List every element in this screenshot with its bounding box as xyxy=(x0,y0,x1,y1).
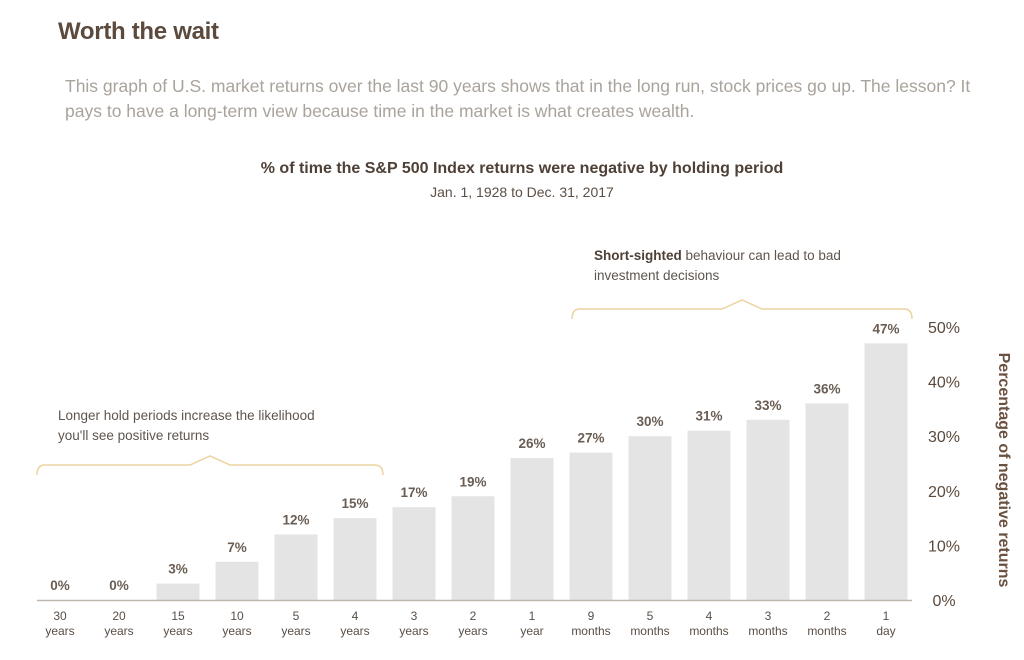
y-tick-label: 10% xyxy=(928,538,960,555)
x-tick-label-number: 1 xyxy=(529,609,536,623)
x-tick-label-unit: years xyxy=(399,624,428,638)
x-tick-label-unit: months xyxy=(689,624,728,638)
bracket-short-term xyxy=(571,299,913,320)
y-tick-label: 0% xyxy=(932,593,955,610)
x-tick-label-number: 2 xyxy=(824,609,831,623)
x-tick-label-number: 3 xyxy=(411,609,418,623)
data-label: 33% xyxy=(754,398,781,413)
x-tick-label-unit: years xyxy=(281,624,310,638)
x-tick-label-unit: years xyxy=(163,624,192,638)
page-title: Worth the wait xyxy=(58,18,219,45)
y-tick-label: 40% xyxy=(928,375,960,392)
chart-subtitle: Jan. 1, 1928 to Dec. 31, 2017 xyxy=(430,184,614,200)
bar xyxy=(805,403,849,600)
x-tick-label-number: 20 xyxy=(112,609,126,623)
x-tick-label-number: 5 xyxy=(647,609,654,623)
data-label: 0% xyxy=(109,578,129,593)
x-tick-label-number: 5 xyxy=(293,609,300,623)
data-label: 31% xyxy=(695,409,722,424)
data-label: 7% xyxy=(227,540,247,555)
x-tick-label-number: 15 xyxy=(171,609,185,623)
bar xyxy=(392,507,436,600)
x-tick-label-unit: months xyxy=(748,624,787,638)
x-tick-label-unit: years xyxy=(458,624,487,638)
x-tick-label-unit: months xyxy=(571,624,610,638)
bar xyxy=(215,561,259,600)
data-label: 36% xyxy=(813,381,840,396)
x-tick-label-number: 9 xyxy=(588,609,595,623)
data-label: 12% xyxy=(282,512,309,527)
data-label: 27% xyxy=(577,431,604,446)
y-tick-label: 30% xyxy=(928,429,960,446)
bar xyxy=(746,419,790,600)
annotation-short-term-text: behaviour can lead to bad investment dec… xyxy=(594,248,841,283)
bar xyxy=(156,583,200,600)
x-tick-label-unit: year xyxy=(520,624,543,638)
x-tick-label-number: 30 xyxy=(53,609,67,623)
bar xyxy=(628,436,672,600)
annotation-long-term-text: Longer hold periods increase the likelih… xyxy=(58,408,315,443)
data-label: 47% xyxy=(872,321,899,336)
y-axis-title: Percentage of negative returns xyxy=(995,352,1012,588)
bar xyxy=(864,343,908,600)
x-tick-label-number: 2 xyxy=(470,609,477,623)
annotation-short-term: Short-sighted behaviour can lead to bad … xyxy=(594,246,894,286)
chart-title: % of time the S&P 500 Index returns were… xyxy=(260,160,784,177)
data-label: 0% xyxy=(50,578,70,593)
bracket-long-term xyxy=(36,455,384,476)
data-label: 15% xyxy=(341,496,368,511)
x-tick-label-unit: years xyxy=(340,624,369,638)
data-label: 3% xyxy=(168,562,188,577)
x-tick-label-number: 4 xyxy=(706,609,713,623)
x-tick-label-number: 10 xyxy=(230,609,244,623)
x-tick-label-unit: years xyxy=(104,624,133,638)
x-tick-label-unit: years xyxy=(222,624,251,638)
y-tick-label: 50% xyxy=(928,320,960,337)
data-label: 26% xyxy=(518,436,545,451)
x-tick-label-unit: months xyxy=(807,624,846,638)
y-tick-label: 20% xyxy=(928,484,960,501)
data-label: 30% xyxy=(636,414,663,429)
x-tick-label-number: 4 xyxy=(352,609,359,623)
x-tick-label-unit: day xyxy=(876,624,895,638)
bar xyxy=(451,496,495,600)
annotation-long-term: Longer hold periods increase the likelih… xyxy=(58,406,318,446)
data-label: 19% xyxy=(459,474,486,489)
x-tick-label-number: 3 xyxy=(765,609,772,623)
x-tick-label-unit: months xyxy=(630,624,669,638)
bar xyxy=(569,452,613,600)
bar xyxy=(274,534,318,600)
x-tick-label-number: 1 xyxy=(883,609,890,623)
bar xyxy=(687,430,731,600)
bar xyxy=(333,518,377,600)
data-label: 17% xyxy=(400,485,427,500)
x-tick-label-unit: years xyxy=(45,624,74,638)
bar xyxy=(510,458,554,600)
intro-paragraph: This graph of U.S. market returns over t… xyxy=(65,76,971,121)
annotation-short-term-bold: Short-sighted xyxy=(594,248,682,263)
